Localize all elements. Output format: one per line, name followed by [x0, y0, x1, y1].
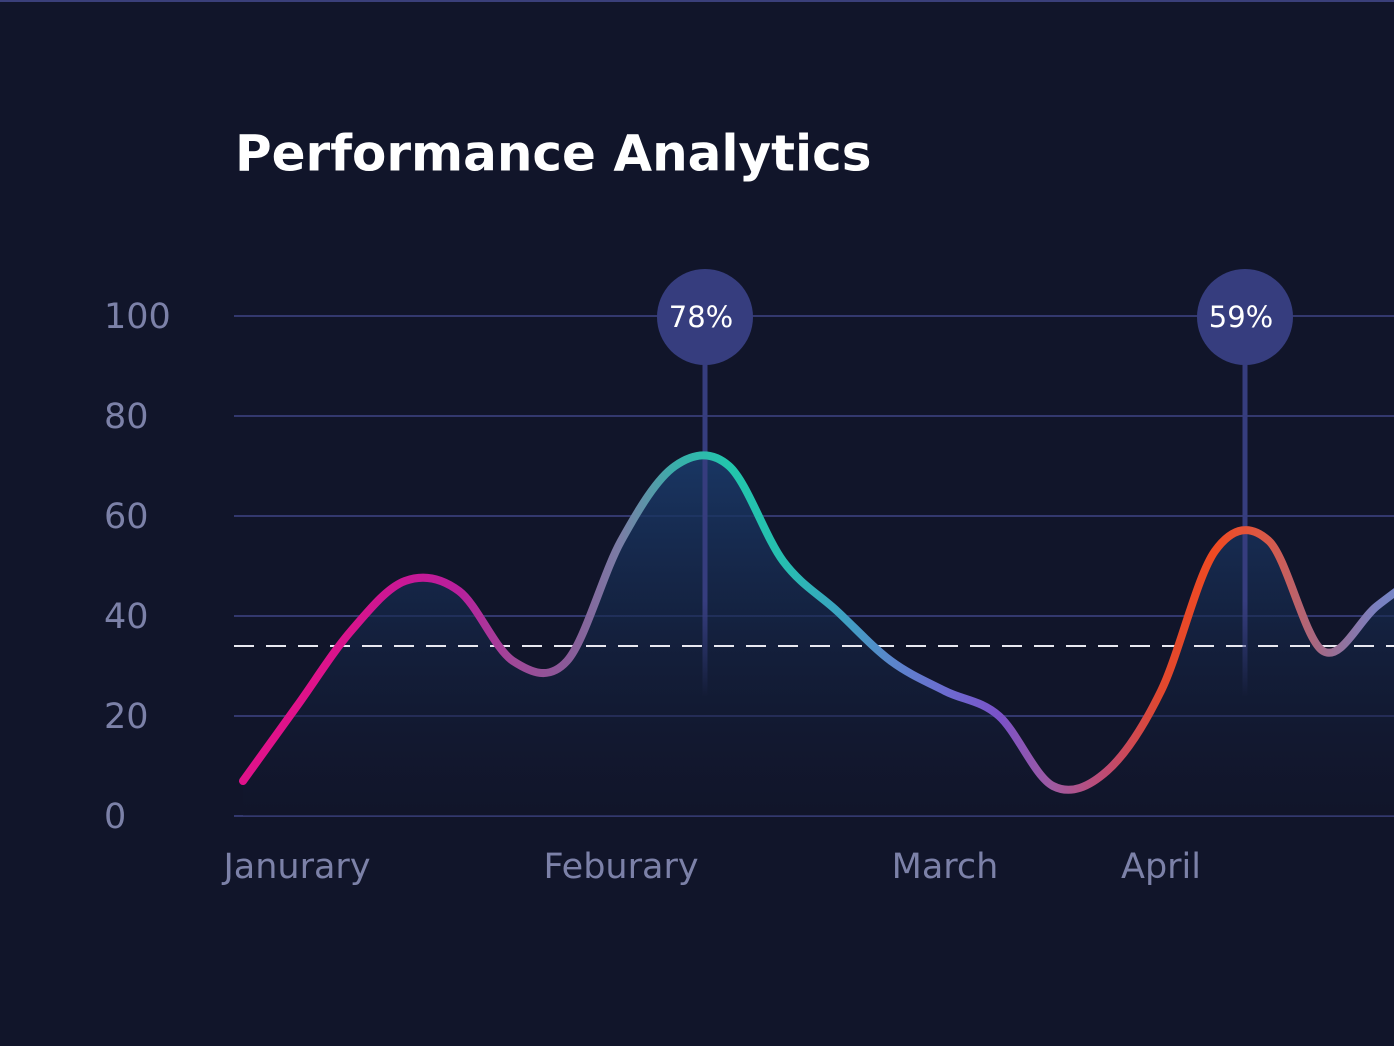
y-tick-label: 60 — [104, 497, 149, 537]
x-tick-label: Feburary — [543, 847, 698, 887]
annotation-label: 59% — [1209, 300, 1273, 334]
annotation-bubble — [1197, 269, 1293, 365]
annotation-label: 78% — [669, 300, 733, 334]
line — [239, 451, 1394, 794]
annotation-bubble — [657, 269, 753, 365]
y-tick-label: 0 — [104, 797, 126, 837]
y-tick-label: 40 — [104, 597, 149, 637]
y-tick-label: 20 — [104, 697, 149, 737]
x-tick-label: April — [1121, 847, 1201, 887]
x-tick-label: March — [892, 847, 999, 887]
y-tick-label: 80 — [104, 397, 149, 437]
chart-title: Performance Analytics — [235, 125, 872, 183]
x-tick-label: Janurary — [221, 847, 370, 887]
annotation-stem — [1242, 316, 1248, 696]
y-tick-label: 100 — [104, 297, 171, 337]
annotation-stem — [702, 316, 708, 696]
area — [243, 455, 1394, 816]
